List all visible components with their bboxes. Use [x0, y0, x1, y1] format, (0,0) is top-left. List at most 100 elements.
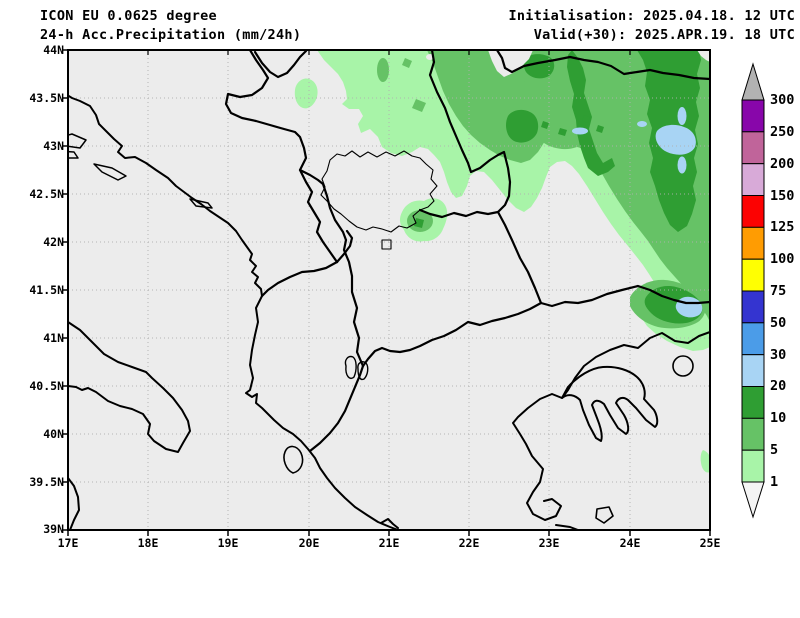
- border-montenegro-east: [335, 229, 354, 264]
- init-time-label: Initialisation: 2025.04.18. 12 UTC: [508, 8, 795, 24]
- island-dalmatia-4: [189, 198, 213, 209]
- lat-label: 41.5N: [29, 283, 64, 297]
- precip-10-20mm-speck-3: [582, 115, 590, 123]
- precip-10-20mm-speck-2: [558, 128, 567, 136]
- border-serbia-romania-bulgaria: [428, 50, 543, 305]
- left-axis-ticks: [62, 49, 68, 531]
- colorbar-label: 150: [770, 188, 794, 204]
- borders-layer: [68, 50, 710, 530]
- island-thasos: [672, 355, 694, 377]
- precip-5-10mm-main: [427, 50, 710, 322]
- island-dalmatia-2: [68, 150, 79, 159]
- model-title: ICON EU 0.0625 degree: [40, 8, 217, 24]
- lon-label: 23E: [539, 536, 560, 550]
- colorbar-segment: [741, 417, 765, 451]
- lat-label: 40N: [43, 427, 64, 441]
- colorbar-label: 20: [770, 378, 786, 394]
- colorbar: 300 250 200 150 125 100 75 50 30 20 10 5…: [741, 62, 794, 519]
- lon-label: 19E: [218, 536, 239, 550]
- lat-axis-labels: 44N 43.5N 43N 42.5N 42N 41.5N 41N 40.5N …: [29, 43, 64, 536]
- colorbar-arrow-up: [741, 62, 765, 101]
- border-serbia-macedonia: [418, 208, 500, 219]
- map-frame-group: [62, 49, 711, 536]
- colorbar-segment: [741, 290, 765, 324]
- colorbar-label: 100: [770, 251, 794, 267]
- lat-label: 40.5N: [29, 379, 64, 393]
- precip-10-20mm-danube-patch: [523, 54, 555, 79]
- precipitation-layer: [294, 50, 710, 473]
- coast-italy-heel: [68, 321, 191, 453]
- lat-label: 42.5N: [29, 187, 64, 201]
- precip-10-20mm-speck-4: [596, 125, 604, 133]
- bottom-axis-ticks: [67, 530, 711, 536]
- coast-north-aegean: [512, 331, 710, 521]
- border-kosovo-enclave-box: [381, 239, 392, 250]
- colorbar-label: 50: [770, 315, 786, 331]
- precip-20-30mm-dot: [637, 121, 647, 127]
- colorbar-labels: 300 250 200 150 125 100 75 50 30 20 10 5…: [770, 92, 794, 490]
- valid-time-label: Valid(+30): 2025.APR.19. 18 UTC: [534, 27, 795, 43]
- border-albania-macedonia: [342, 238, 365, 368]
- lat-label: 43N: [43, 139, 64, 153]
- island-skiathos: [595, 506, 614, 524]
- lon-label: 24E: [620, 536, 641, 550]
- colorbar-segment: [741, 99, 765, 133]
- lat-label: 39N: [43, 522, 64, 536]
- lake-ohrid: [344, 355, 357, 380]
- border-danube-top-hook: [253, 50, 308, 79]
- border-macedonia-greece: [361, 301, 543, 368]
- coast-italy-calabria: [68, 477, 80, 530]
- dry-notch-top-right: [697, 50, 710, 62]
- colorbar-label: 250: [770, 124, 794, 140]
- precip-10-20mm-skopje-speck: [414, 218, 424, 228]
- precip-20-30mm-sliver-n: [677, 107, 687, 125]
- colorbar-label: 5: [770, 442, 778, 458]
- border-croatia-bosnia-drina: [224, 50, 339, 264]
- colorbar-segment: [741, 322, 765, 356]
- lon-label: 22E: [459, 536, 480, 550]
- colorbar-segment: [741, 163, 765, 197]
- precip-10-20mm-speck-1: [541, 121, 549, 129]
- lat-label: 42N: [43, 235, 64, 249]
- border-serbia-montenegro: [298, 168, 348, 242]
- island-dalmatia-1: [68, 133, 87, 149]
- island-corfu: [283, 445, 304, 474]
- lon-axis-labels: 17E 18E 19E 20E 21E 22E 23E 24E 25E: [58, 536, 721, 550]
- precip-20-30mm-sliver-s: [677, 156, 687, 174]
- colorbar-label: 75: [770, 283, 786, 299]
- colorbar-segment: [741, 195, 765, 228]
- precip-5-10mm-speck-c: [412, 99, 426, 112]
- lon-label: 17E: [58, 536, 79, 550]
- coast-croatia-albania: [68, 94, 399, 530]
- border-montenegro-coastward: [260, 260, 339, 298]
- product-title: 24-h Acc.Precipitation (mm/24h): [40, 27, 301, 43]
- border-kosovo: [320, 150, 438, 233]
- colorbar-segment: [741, 386, 765, 419]
- border-danube-romania-bulgaria: [495, 50, 710, 81]
- precip-5-10mm-speck-b: [402, 58, 412, 68]
- dry-notch-top-center: [488, 50, 533, 77]
- header: ICON EU 0.0625 degree 24-h Acc.Precipita…: [40, 8, 795, 43]
- colorbar-segment: [741, 354, 765, 388]
- lon-label: 18E: [138, 536, 159, 550]
- precip-1-5mm-edge-sliver: [700, 450, 710, 473]
- colorbar-label: 10: [770, 410, 786, 426]
- border-bulgaria-greece: [539, 284, 710, 308]
- colorbar-label: 300: [770, 92, 794, 108]
- lon-label: 25E: [700, 536, 721, 550]
- lat-label: 41N: [43, 331, 64, 345]
- lon-label: 21E: [379, 536, 400, 550]
- island-dalmatia-3: [93, 163, 127, 181]
- border-albania-greece: [308, 364, 365, 453]
- coast-chalkidiki: [561, 365, 659, 442]
- lat-label: 44N: [43, 43, 64, 57]
- top-axis-ticks: [147, 50, 631, 55]
- precip-10-20mm-patch-west: [506, 109, 539, 143]
- precip-20-30mm-sliver-w: [572, 127, 588, 135]
- lon-label: 20E: [299, 536, 320, 550]
- precip-5-10mm-speck-a: [377, 58, 389, 82]
- colorbar-segment: [741, 449, 765, 483]
- colorbar-segment: [741, 131, 765, 165]
- colorbar-label: 200: [770, 156, 794, 172]
- precip-1-5mm-west-blob: [294, 78, 318, 109]
